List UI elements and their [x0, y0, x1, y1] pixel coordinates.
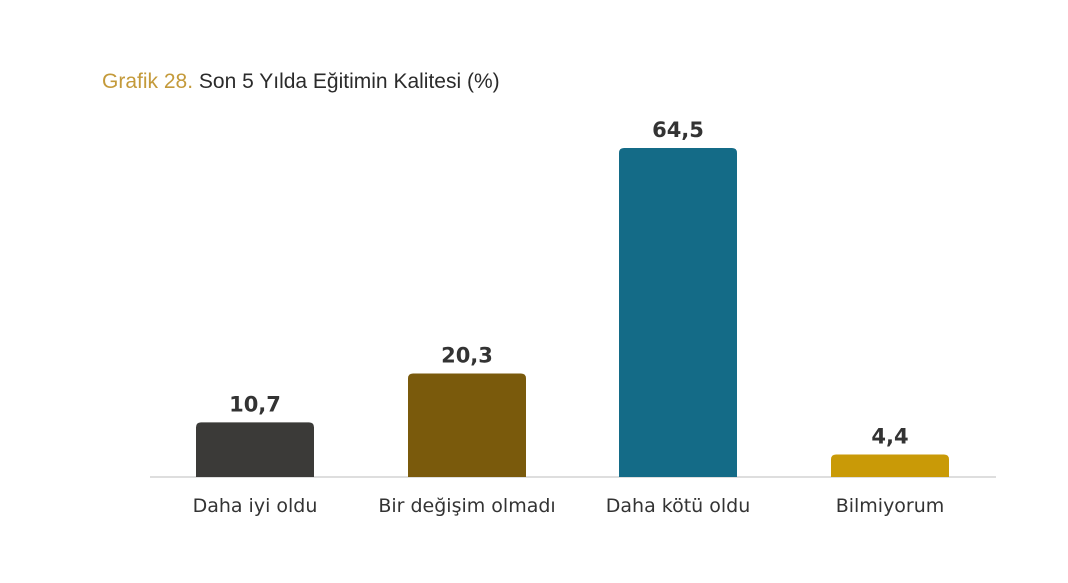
- bar-2: [408, 373, 526, 477]
- category-label-2: Bir değişim olmadı: [378, 495, 555, 517]
- category-label-1: Daha iyi oldu: [193, 495, 318, 517]
- chart-title-text: Son 5 Yılda Eğitimin Kalitesi (%): [198, 70, 500, 93]
- category-label-3: Daha kötü oldu: [606, 495, 751, 517]
- bar-3: [619, 148, 737, 477]
- bar-1: [196, 422, 314, 477]
- bar-4: [831, 454, 949, 477]
- chart-title: Grafik 28. Son 5 Yılda Eğitimin Kalitesi…: [102, 70, 500, 94]
- category-label-4: Bilmiyorum: [836, 495, 945, 517]
- labels-layer: 10,7 Daha iyi oldu 20,3 Bir değişim olmadı 6…: [193, 118, 945, 517]
- data-label-1: 10,7: [229, 392, 281, 416]
- data-label-3: 64,5: [652, 118, 704, 142]
- data-label-2: 20,3: [441, 343, 493, 367]
- data-label-4: 4,4: [871, 425, 908, 449]
- chart-title-prefix: Grafik 28.: [102, 70, 194, 93]
- bars-layer: [196, 148, 949, 477]
